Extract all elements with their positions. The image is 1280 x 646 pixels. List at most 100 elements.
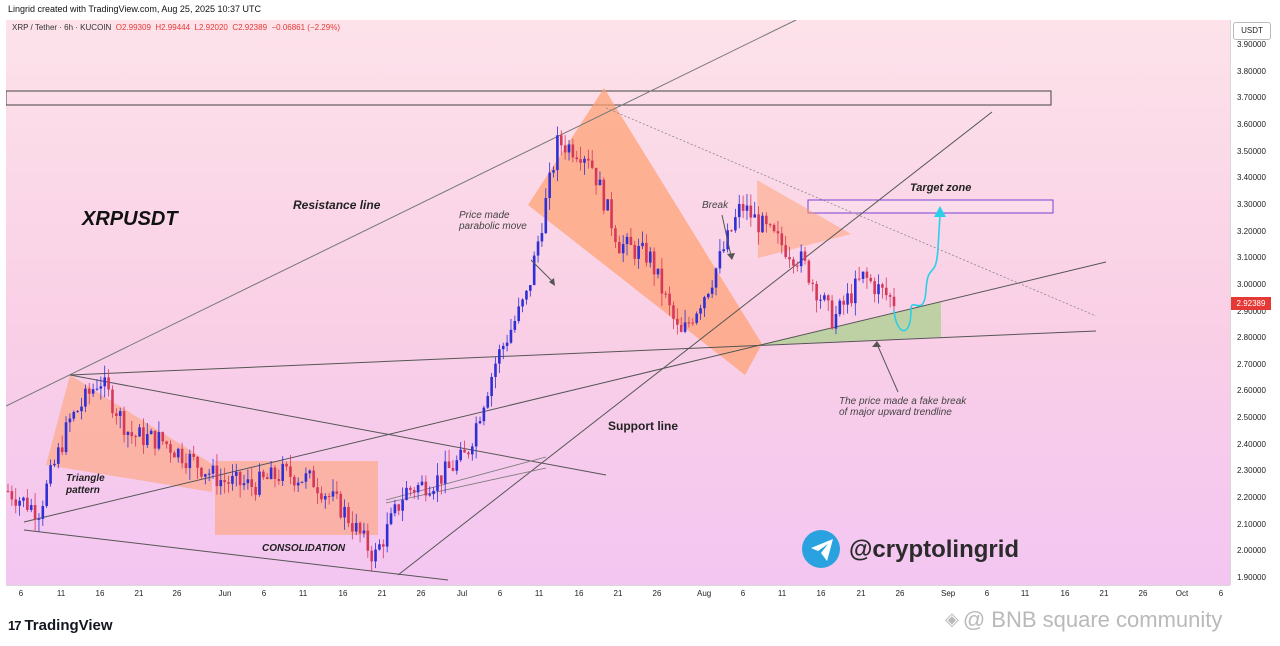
price-tick: 3.20000 [1237,226,1266,236]
time-tick: 16 [95,589,105,598]
time-tick: 6 [261,589,267,598]
candle-body [451,468,455,471]
candle-body [695,313,698,323]
horizontal-support [69,330,1097,376]
candle-body [219,480,223,487]
candle-body [436,475,439,491]
price-tick: 2.70000 [1237,359,1266,369]
telegram-icon [802,530,840,568]
chart-area[interactable]: XRP / Tether · 6h · KUCOIN O2.99309 H2.9… [6,20,1230,585]
candle-body [761,215,764,233]
candle-body [428,494,432,496]
parabolic-arrow [530,259,554,283]
candle-body [393,504,397,514]
candle-body [165,441,168,445]
time-tick: Sep [941,589,956,598]
price-tick: 3.00000 [1237,279,1266,289]
candle-body [467,452,470,455]
time-tick: 21 [856,589,866,598]
symbol-info: XRP / Tether · 6h · KUCOIN O2.99309 H2.9… [12,23,340,32]
currency-label[interactable]: USDT [1233,22,1271,40]
candle-body [242,483,246,486]
candle-body [323,496,327,500]
candle-body [881,284,884,288]
candle-body [60,447,64,453]
candle-body [397,504,401,511]
candle-body [56,447,60,464]
candle-body [238,471,242,486]
candle-body [111,389,114,414]
candle-body [258,471,261,495]
candle-body [308,470,312,474]
tradingview-logo[interactable]: 17 TradingView [8,617,113,634]
candle-body [602,179,606,211]
candle-body [575,157,579,160]
time-tick: 11 [298,589,308,598]
candle-body [660,268,664,294]
time-tick: 6 [984,589,990,598]
candle-body [335,491,339,494]
time-tick: Oct [1175,589,1189,598]
parabolic-label-2: parabolic move [458,221,527,232]
candle-body [540,233,544,242]
candle-body [470,446,474,455]
resistance-line [6,20,797,407]
symbol-label: XRP / Tether · 6h · KUCOIN [12,23,112,32]
watermark: ◈ @ BNB square community [945,607,1222,633]
consolidation-box [215,461,378,535]
candle-body [861,271,865,279]
candle-body [269,467,273,480]
candle-body [420,481,424,486]
price-tick: 3.40000 [1237,173,1266,183]
break-arrow [721,214,732,257]
candle-body [587,158,590,161]
candle-body [652,251,656,275]
candle-body [296,482,300,486]
candle-body [99,386,103,389]
footer: 17 TradingView ◈ @ BNB square community [0,603,1280,646]
candle-body [227,482,230,484]
candle-body [412,490,416,493]
candle-body [440,475,443,484]
candle-body [358,522,362,534]
candle-body [757,214,760,233]
candle-body [455,460,459,471]
candle-body [873,281,876,295]
candle-body [316,487,319,494]
candle-body [509,329,513,343]
candle-body [714,268,718,288]
ohlc-low: L2.92020 [194,23,228,32]
candle-body [447,461,451,469]
candle-body [579,159,582,163]
time-tick: Jun [218,589,232,598]
price-tick: 1.90000 [1237,573,1266,582]
candle-body [331,491,335,497]
candle-body [289,466,292,477]
candle-body [153,430,157,449]
candle-body [91,389,95,394]
time-tick: 6 [497,589,503,598]
candle-body [857,278,861,280]
support-label: Support line [608,419,678,433]
candle-body [250,479,254,488]
candle-body [699,308,702,314]
candle-body [498,349,501,364]
candle-body [107,377,110,390]
candle-body [343,506,346,518]
price-tick: 3.50000 [1237,146,1266,156]
candle-body [668,293,671,306]
price-tick: 3.90000 [1237,40,1266,49]
chart-canvas[interactable]: XRPUSDT Resistance line Support line Pri… [6,20,1230,585]
candle-body [645,242,648,263]
time-scale[interactable]: 6 11 16 21 26 Jun 6 11 16 21 26 Jul 6 11 16 21 26 Aug 6 11 1… [6,585,1230,604]
candle-body [517,306,521,321]
candle-body [703,297,706,309]
time-tick: 21 [134,589,144,598]
candle-body [877,284,880,295]
candle-body [300,481,304,483]
candle-body [799,251,803,267]
candle-body [614,228,617,243]
candle-body [223,480,226,483]
candle-body [753,214,757,218]
candle-body [26,497,29,510]
